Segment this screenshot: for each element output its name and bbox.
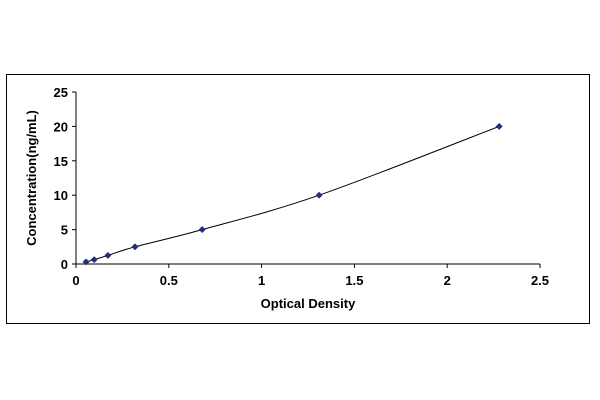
data-point (90, 256, 98, 264)
data-point (82, 258, 90, 266)
y-tick-label: 0 (61, 257, 68, 272)
y-axis-title: Concentration(ng/mL) (24, 110, 39, 246)
fit-curve (85, 125, 500, 263)
data-point (495, 122, 503, 130)
x-ticks: 0 0.5 1 1.5 2 2.5 (72, 264, 549, 288)
y-ticks: 0 5 10 15 20 25 (54, 85, 76, 272)
x-tick-label: 0.5 (160, 273, 178, 288)
data-point (104, 251, 112, 259)
x-tick-label: 1.5 (345, 273, 363, 288)
x-tick-label: 0 (72, 273, 79, 288)
y-tick-label: 5 (61, 223, 68, 238)
y-tick-label: 15 (54, 154, 68, 169)
y-tick-label: 10 (54, 188, 68, 203)
x-tick-label: 1 (258, 273, 265, 288)
x-axis-title: Optical Density (261, 296, 356, 311)
x-tick-label: 2 (444, 273, 451, 288)
chart-frame (6, 74, 590, 324)
data-point (198, 226, 206, 234)
data-point (315, 191, 323, 199)
data-point (131, 243, 139, 251)
data-points (82, 122, 503, 266)
axes-layer (75, 92, 540, 265)
x-tick-label: 2.5 (531, 273, 549, 288)
y-tick-label: 25 (54, 85, 68, 100)
fit-curve-layer (85, 125, 500, 263)
y-tick-label: 20 (54, 119, 68, 134)
